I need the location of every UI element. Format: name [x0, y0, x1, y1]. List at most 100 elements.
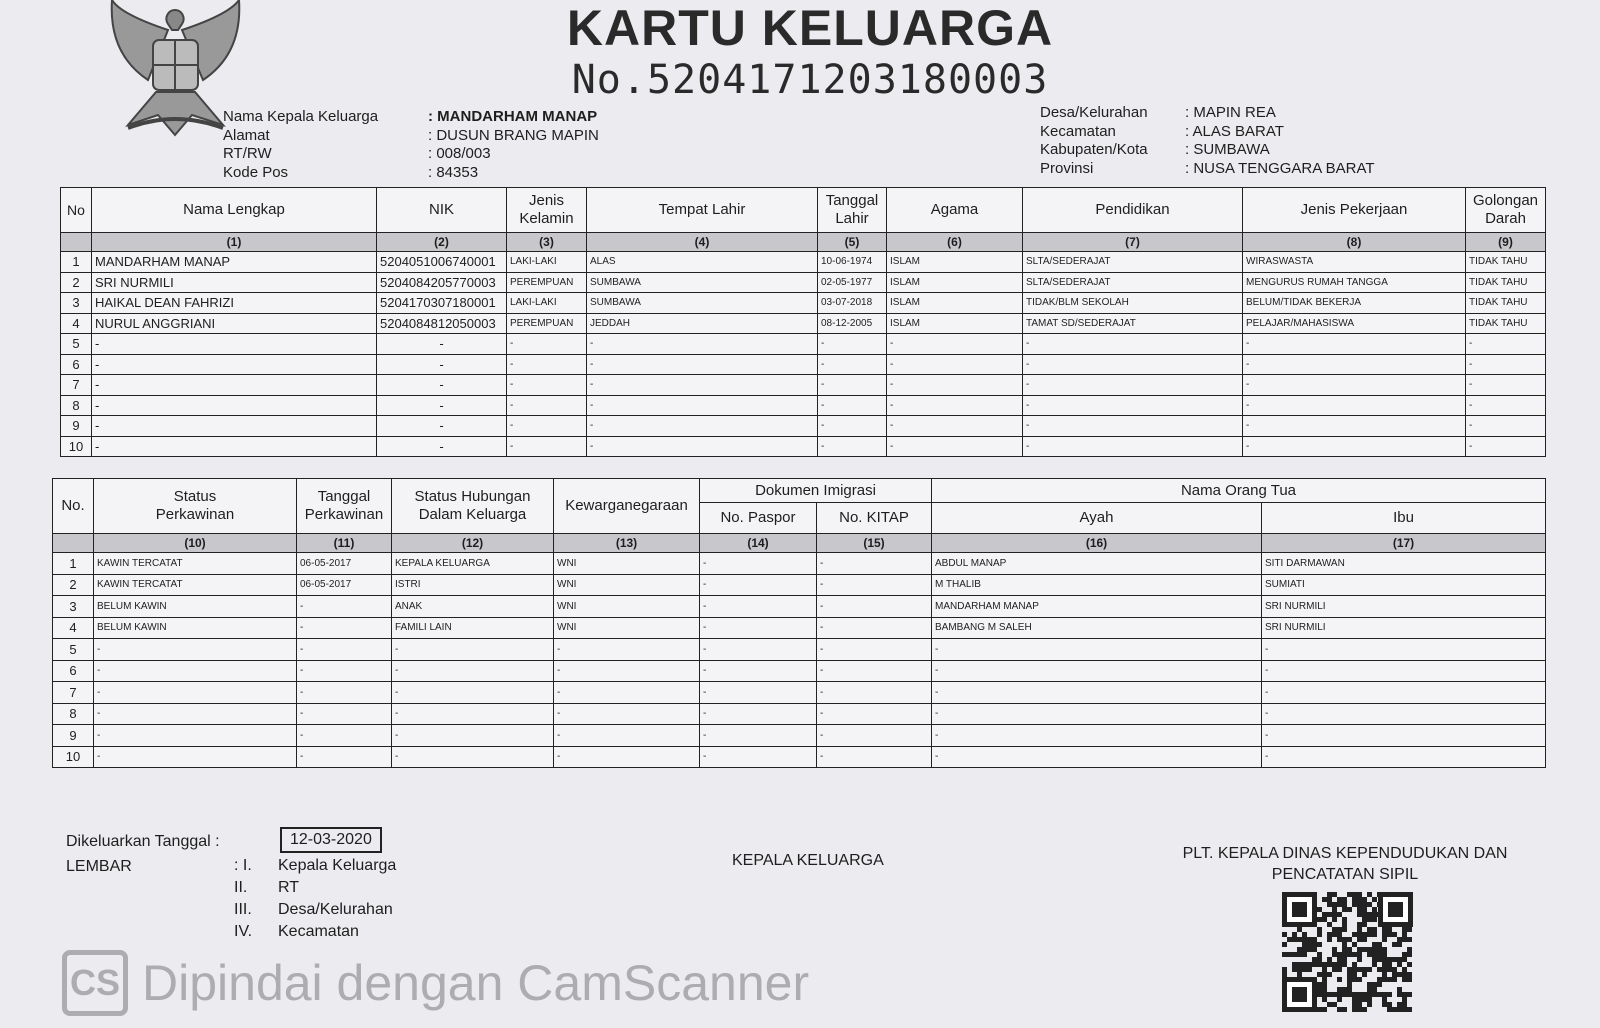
qr-module [1317, 952, 1322, 957]
table-cell: - [391, 724, 554, 747]
qr-module [1317, 942, 1322, 947]
qr-module [1387, 977, 1392, 982]
qr-module [1282, 972, 1287, 977]
lembar-text: Kecamatan [278, 923, 359, 940]
table-cell: 2 [52, 573, 94, 596]
qr-module [1392, 957, 1397, 962]
table-cell: - [817, 435, 887, 457]
table-cell: - [93, 724, 297, 747]
column-number: (8) [1242, 232, 1466, 252]
table-cell: 8 [52, 702, 94, 725]
table-cell: 4 [60, 312, 92, 334]
qr-module [1357, 967, 1362, 972]
table-row: 5-------- [52, 638, 1546, 661]
qr-module [1317, 972, 1322, 977]
column-number: (13) [553, 533, 700, 553]
qr-module [1342, 927, 1347, 932]
qr-module [1347, 977, 1352, 982]
qr-module [1322, 977, 1327, 982]
qr-module [1332, 892, 1337, 897]
qr-module [1317, 927, 1322, 932]
info-value: : MAPIN REA [1185, 104, 1276, 121]
qr-module [1402, 957, 1407, 962]
table-cell: 10-06-1974 [817, 251, 887, 273]
column-header: Status Hubungan Dalam Keluarga [391, 478, 554, 534]
info-value-text: 84353 [436, 163, 479, 181]
qr-module [1302, 932, 1307, 937]
kepala-keluarga-signature-label: KEPALA KELUARGA [732, 852, 884, 869]
qr-module [1402, 997, 1407, 1002]
qr-module [1357, 957, 1362, 962]
qr-module [1327, 932, 1332, 937]
qr-module [1322, 972, 1327, 977]
qr-module [1362, 992, 1367, 997]
qr-module [1347, 967, 1352, 972]
qr-module [1397, 972, 1402, 977]
column-header: Agama [886, 187, 1023, 233]
qr-module [1357, 952, 1362, 957]
qr-module [1337, 987, 1342, 992]
qr-module [1367, 982, 1372, 987]
table-cell: - [93, 638, 297, 661]
qr-module [1377, 957, 1382, 962]
table-cell: - [1242, 333, 1466, 355]
column-number: (2) [376, 232, 507, 252]
table-cell: - [296, 616, 392, 639]
table-cell: - [699, 573, 817, 596]
qr-module [1402, 937, 1407, 942]
info-value-text: MANDARHAM MANAP [437, 108, 598, 125]
table-cell: - [699, 745, 817, 768]
table-cell: - [817, 415, 887, 437]
info-row: Kecamatan: ALAS BARAT [1040, 123, 1375, 142]
table-cell: WNI [553, 552, 700, 575]
qr-module [1382, 957, 1387, 962]
info-label: Kode Pos [223, 163, 289, 181]
qr-module [1362, 1007, 1367, 1012]
table-cell: - [1465, 415, 1546, 437]
qr-module [1362, 907, 1367, 912]
qr-module [1392, 972, 1397, 977]
table-cell: - [1465, 333, 1546, 355]
qr-module [1332, 967, 1337, 972]
table-cell: FAMILI LAIN [391, 616, 554, 639]
qr-module [1312, 947, 1317, 952]
qr-module [1382, 952, 1387, 957]
qr-module [1332, 917, 1337, 922]
qr-module [1332, 927, 1337, 932]
column-header: Jenis Pekerjaan [1242, 187, 1466, 233]
column-number: (5) [817, 232, 887, 252]
table-cell: - [586, 394, 818, 416]
table-cell: ISLAM [886, 251, 1023, 273]
table-cell: - [1242, 415, 1466, 437]
qr-module [1287, 952, 1292, 957]
table-cell: - [376, 394, 507, 416]
qr-module [1372, 942, 1377, 947]
table-row: 8-------- [52, 702, 1546, 725]
qr-module [1372, 917, 1377, 922]
family-members-table: No Nama Lengkap NIK Jenis Kelamin Tempat Lah… [60, 187, 1546, 457]
table-cell: - [586, 353, 818, 375]
qr-module [1367, 912, 1372, 917]
info-label: Desa/Kelurahan [1040, 104, 1148, 121]
table-cell: - [1465, 435, 1546, 457]
table-cell: - [1261, 681, 1546, 704]
qr-module [1372, 947, 1377, 952]
qr-module [1332, 952, 1337, 957]
qr-module [1347, 992, 1352, 997]
qr-module [1342, 897, 1347, 902]
camscanner-logo-icon: CS [62, 950, 128, 1016]
qr-module [1292, 967, 1297, 972]
column-header: Jenis Kelamin [506, 187, 587, 233]
qr-module [1312, 962, 1317, 967]
info-value: : DUSUN BRANG MAPIN [428, 126, 599, 144]
number-prefix: No. [571, 57, 647, 103]
table-cell: 10 [52, 745, 94, 768]
lembar-num-text: II. [234, 879, 248, 896]
table-cell: 6 [60, 353, 92, 375]
table-cell: 1 [52, 552, 94, 575]
info-row: Alamat: DUSUN BRANG MAPIN [223, 127, 599, 146]
issued-date: 12-03-2020 [280, 827, 382, 853]
column-number: (9) [1465, 232, 1546, 252]
qr-module [1387, 962, 1392, 967]
qr-module [1387, 967, 1392, 972]
